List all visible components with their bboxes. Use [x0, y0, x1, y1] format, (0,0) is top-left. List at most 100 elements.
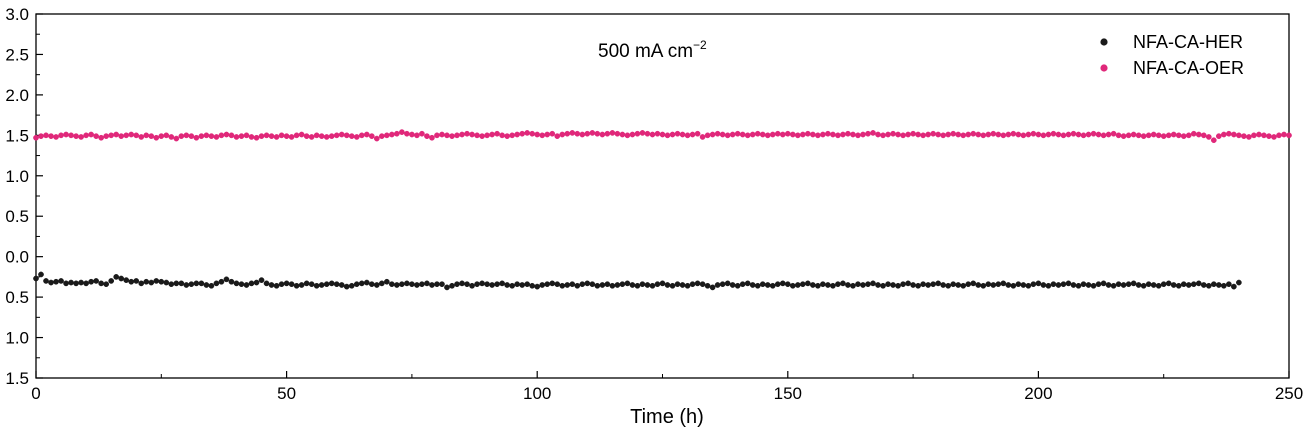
data-point — [148, 133, 155, 139]
data-point — [1226, 281, 1232, 288]
y-tick-label: 1.5 — [5, 369, 29, 388]
data-point — [434, 132, 440, 139]
y-tick-label: 1.0 — [5, 167, 29, 186]
data-point — [1075, 282, 1082, 289]
data-point — [328, 280, 335, 287]
data-point — [343, 283, 350, 290]
data-point — [639, 281, 646, 288]
data-point — [464, 130, 470, 137]
data-point — [63, 131, 69, 138]
data-point — [1125, 281, 1132, 288]
data-point — [153, 278, 160, 284]
data-point — [574, 282, 581, 289]
data-point — [293, 132, 300, 139]
data-point — [875, 131, 881, 138]
data-point — [649, 131, 656, 138]
data-point — [855, 281, 861, 288]
data-point — [754, 130, 761, 137]
data-point — [990, 130, 997, 137]
data-point — [840, 131, 846, 138]
data-point — [739, 131, 746, 138]
data-point — [358, 132, 365, 139]
data-point — [910, 282, 916, 288]
data-point — [574, 130, 581, 137]
data-point — [719, 281, 726, 288]
data-point — [133, 278, 140, 284]
data-point — [298, 131, 305, 138]
data-point — [734, 282, 741, 289]
data-point — [955, 282, 962, 288]
data-point — [288, 281, 295, 288]
data-point — [679, 282, 686, 288]
data-point — [218, 278, 225, 285]
data-point — [659, 131, 666, 138]
data-point — [98, 280, 105, 287]
data-point — [1030, 130, 1037, 137]
data-point — [835, 281, 841, 288]
data-point — [1095, 281, 1102, 288]
data-point — [654, 281, 661, 288]
data-point — [143, 132, 150, 139]
data-point — [945, 131, 952, 138]
data-point — [1025, 131, 1032, 138]
data-point — [1020, 282, 1027, 288]
data-point — [805, 280, 811, 287]
data-point — [1155, 132, 1162, 139]
data-point — [855, 132, 861, 139]
data-point — [499, 280, 505, 287]
data-point — [865, 130, 871, 137]
data-point — [684, 132, 691, 139]
data-point — [704, 282, 711, 289]
data-point — [965, 131, 972, 138]
data-point — [529, 282, 536, 289]
data-point — [905, 131, 911, 138]
data-point — [594, 130, 601, 137]
y-tick-label: 3.0 — [5, 5, 29, 24]
data-point — [193, 280, 200, 287]
data-point — [975, 131, 982, 138]
data-point — [624, 280, 631, 287]
data-point — [394, 130, 400, 137]
data-point — [358, 280, 365, 287]
data-point — [880, 282, 886, 289]
annotation-superscript: −2 — [693, 38, 707, 52]
data-point — [1130, 131, 1137, 138]
data-point — [1220, 282, 1227, 289]
data-point — [1120, 282, 1127, 288]
data-point — [624, 132, 631, 139]
data-point — [744, 132, 751, 139]
data-point — [459, 280, 465, 287]
data-point — [88, 278, 94, 285]
data-point — [724, 280, 731, 287]
data-point — [248, 280, 255, 287]
data-point — [378, 280, 385, 287]
data-point — [469, 282, 475, 289]
data-point — [118, 133, 125, 139]
data-point — [368, 133, 375, 139]
data-point — [1251, 132, 1257, 139]
data-point — [168, 281, 175, 288]
data-point — [208, 282, 215, 289]
data-point — [985, 281, 992, 288]
data-point — [714, 282, 721, 288]
data-point — [389, 131, 395, 138]
data-point — [1135, 132, 1142, 139]
data-point — [825, 282, 831, 288]
data-point — [629, 282, 636, 288]
data-point — [1241, 133, 1247, 139]
data-point — [1015, 131, 1022, 138]
data-point — [243, 282, 250, 288]
data-point — [1231, 283, 1237, 290]
data-point — [238, 133, 245, 139]
data-point — [1065, 280, 1072, 287]
data-point — [960, 282, 967, 289]
data-point — [173, 135, 180, 142]
data-point — [444, 132, 450, 139]
data-point — [589, 281, 596, 288]
data-point — [1020, 132, 1027, 139]
data-point — [313, 132, 320, 139]
data-point — [970, 130, 977, 137]
data-point — [419, 281, 425, 288]
data-point — [950, 130, 957, 137]
data-point — [945, 282, 952, 289]
